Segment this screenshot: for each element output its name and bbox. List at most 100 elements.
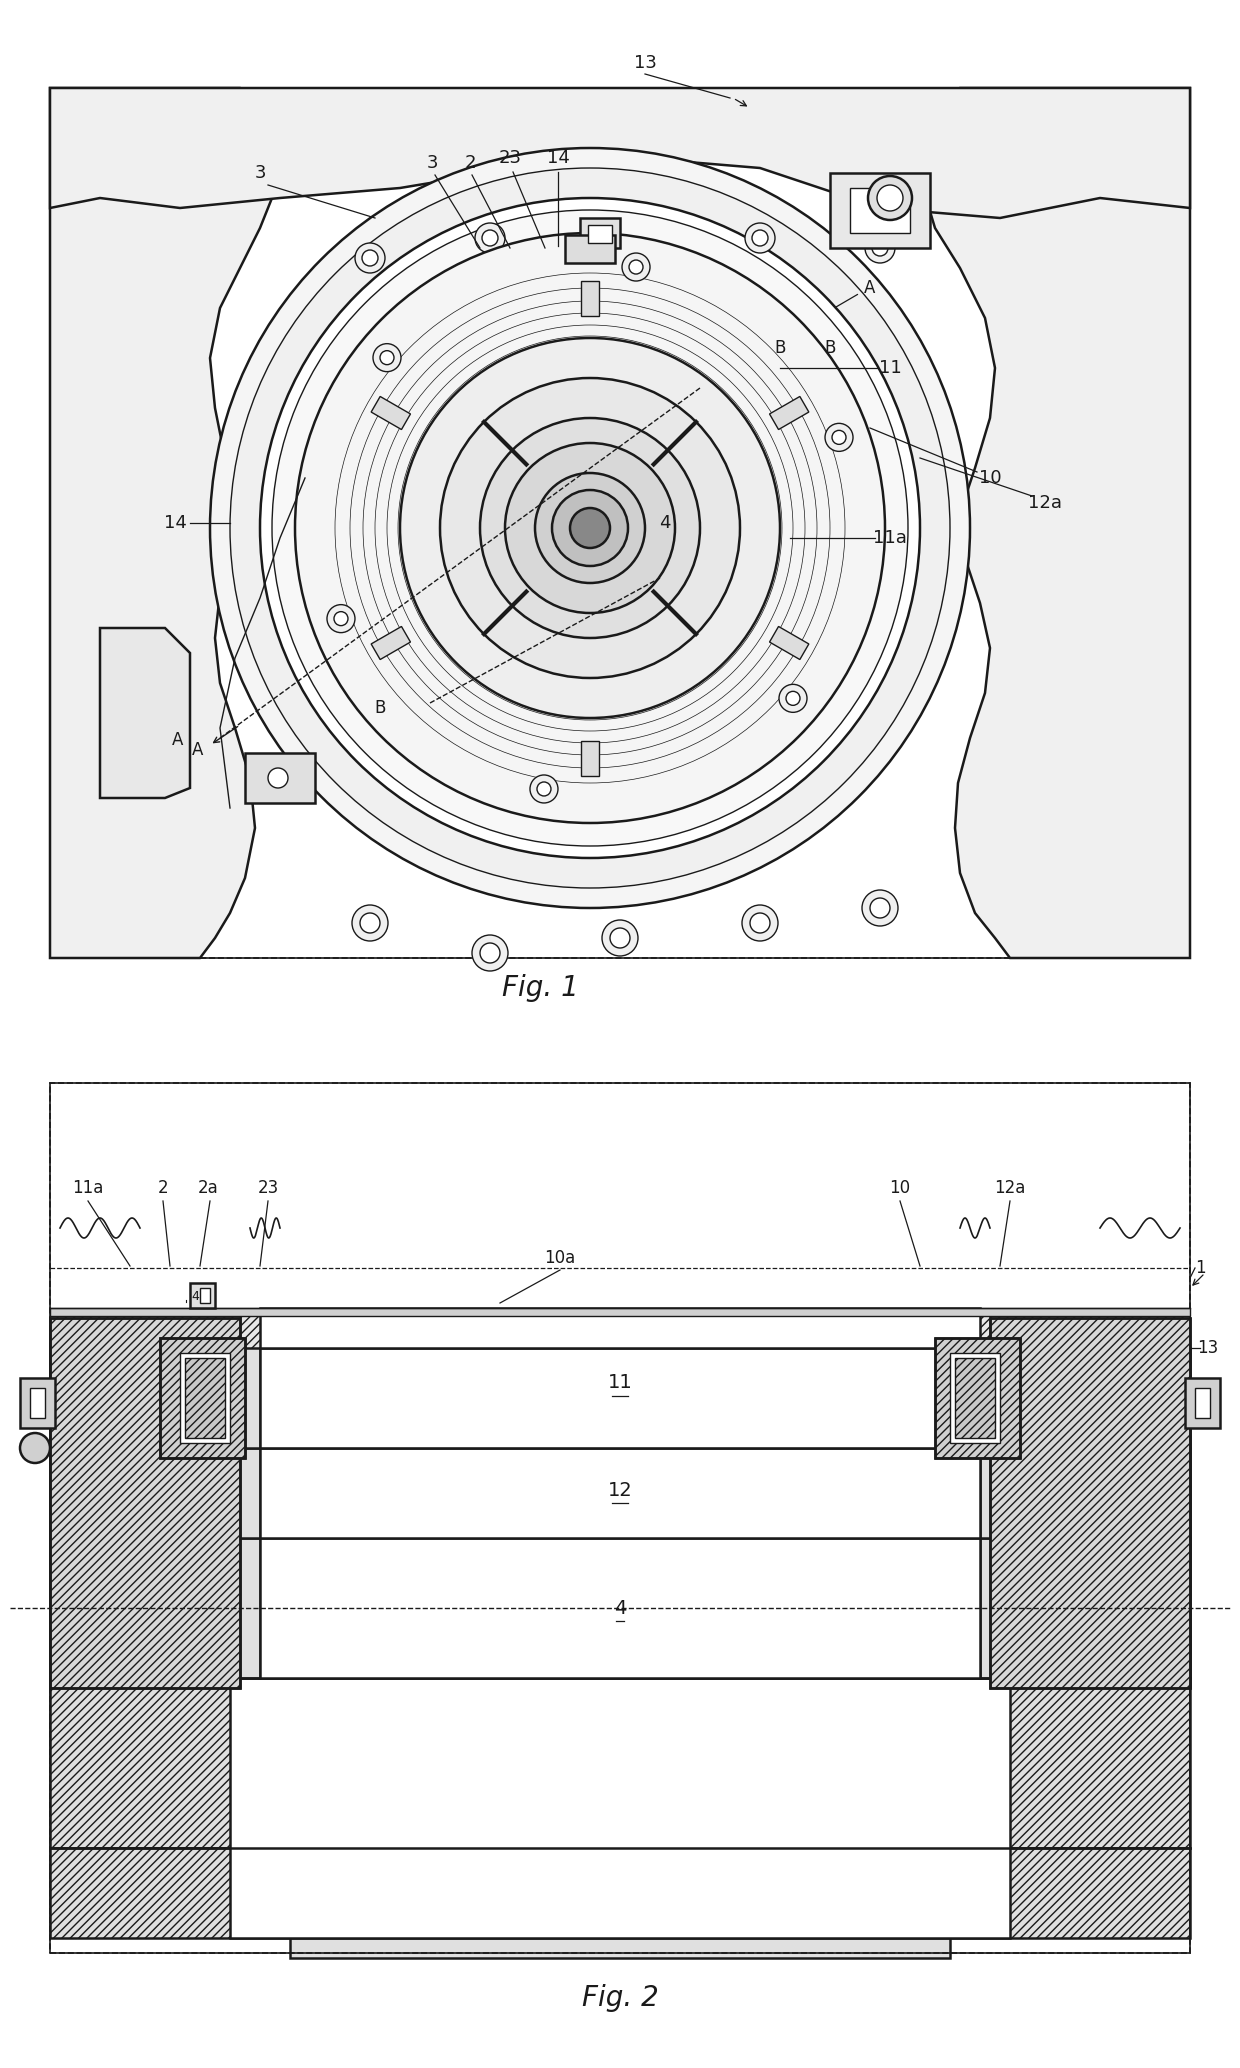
Circle shape [529,776,558,802]
Text: B: B [825,339,836,358]
Circle shape [360,912,379,933]
Polygon shape [50,1348,260,1448]
Text: 2: 2 [157,1179,169,1197]
Text: 12a: 12a [1028,494,1061,513]
Circle shape [505,443,675,612]
Circle shape [750,912,770,933]
Bar [50,1317,241,1687]
Circle shape [268,767,288,788]
Circle shape [472,935,508,972]
Circle shape [745,223,775,252]
Polygon shape [582,740,599,776]
Text: 12a: 12a [994,1179,1025,1197]
Circle shape [868,176,911,219]
Polygon shape [770,397,808,430]
Text: 23: 23 [498,149,522,168]
Bar [990,1317,1190,1687]
Circle shape [751,230,768,246]
Text: 10: 10 [978,469,1002,486]
Bar [50,1677,1190,1849]
Bar [180,1352,229,1443]
Text: 11a: 11a [72,1179,104,1197]
Text: 1: 1 [1194,1259,1205,1278]
Bar [50,1084,1190,1952]
Bar [260,1448,980,1539]
Circle shape [272,211,908,846]
Polygon shape [50,1307,1190,1849]
Bar [955,1359,994,1437]
Circle shape [379,352,394,364]
Bar [246,753,315,802]
Text: 2a: 2a [197,1179,218,1197]
Polygon shape [920,89,1190,957]
Circle shape [779,685,807,711]
Circle shape [334,612,348,627]
Polygon shape [371,627,410,660]
Text: 11a: 11a [873,529,906,548]
Text: 13: 13 [634,54,656,72]
Text: 14: 14 [547,149,569,168]
Text: A: A [864,279,875,298]
Circle shape [601,920,639,955]
Bar [30,1388,45,1419]
Text: Fig. 2: Fig. 2 [582,1983,658,2012]
Polygon shape [290,1938,950,1958]
Circle shape [786,691,800,705]
Polygon shape [50,89,1190,217]
Circle shape [475,223,505,252]
Text: 2: 2 [464,153,476,172]
Bar [565,236,615,263]
Bar [260,1348,980,1448]
Bar [50,89,1190,957]
Circle shape [866,234,895,263]
Circle shape [401,337,780,718]
Circle shape [832,430,846,445]
Bar [50,1307,1190,1849]
Circle shape [295,234,885,823]
Circle shape [742,906,777,941]
Polygon shape [770,627,808,660]
Bar [260,1539,980,1677]
Polygon shape [582,281,599,316]
Text: 14: 14 [164,515,186,531]
Text: 13: 13 [1198,1338,1219,1357]
Text: 12: 12 [608,1481,632,1499]
Bar [935,1338,1021,1458]
Text: 4: 4 [614,1599,626,1617]
Circle shape [373,343,401,372]
Circle shape [352,906,388,941]
Text: 23: 23 [258,1179,279,1197]
Circle shape [480,943,500,964]
Bar [50,1084,1190,1952]
Circle shape [877,184,903,211]
Circle shape [362,250,378,267]
Bar [1185,1377,1220,1429]
Text: 10a: 10a [544,1249,575,1268]
Text: 4: 4 [660,515,671,531]
Polygon shape [371,397,410,430]
Text: 3: 3 [427,153,438,172]
Bar [160,1338,246,1458]
Circle shape [480,418,701,639]
Polygon shape [50,89,280,957]
Polygon shape [980,1448,1190,1539]
Bar [20,1377,55,1429]
Circle shape [870,898,890,918]
Text: Fig. 1: Fig. 1 [502,974,578,1003]
Bar [849,188,910,234]
Circle shape [552,490,627,567]
Circle shape [482,230,498,246]
Text: A: A [172,730,184,749]
Bar [830,174,930,248]
Circle shape [20,1433,50,1462]
Circle shape [622,252,650,281]
Text: 10: 10 [889,1179,910,1197]
Polygon shape [50,1539,260,1677]
Bar [185,1359,224,1437]
Text: B: B [774,339,786,358]
Circle shape [355,244,384,273]
Text: 11: 11 [879,360,901,376]
Circle shape [629,261,644,275]
Text: 4: 4 [191,1290,198,1303]
Bar [50,89,1190,957]
